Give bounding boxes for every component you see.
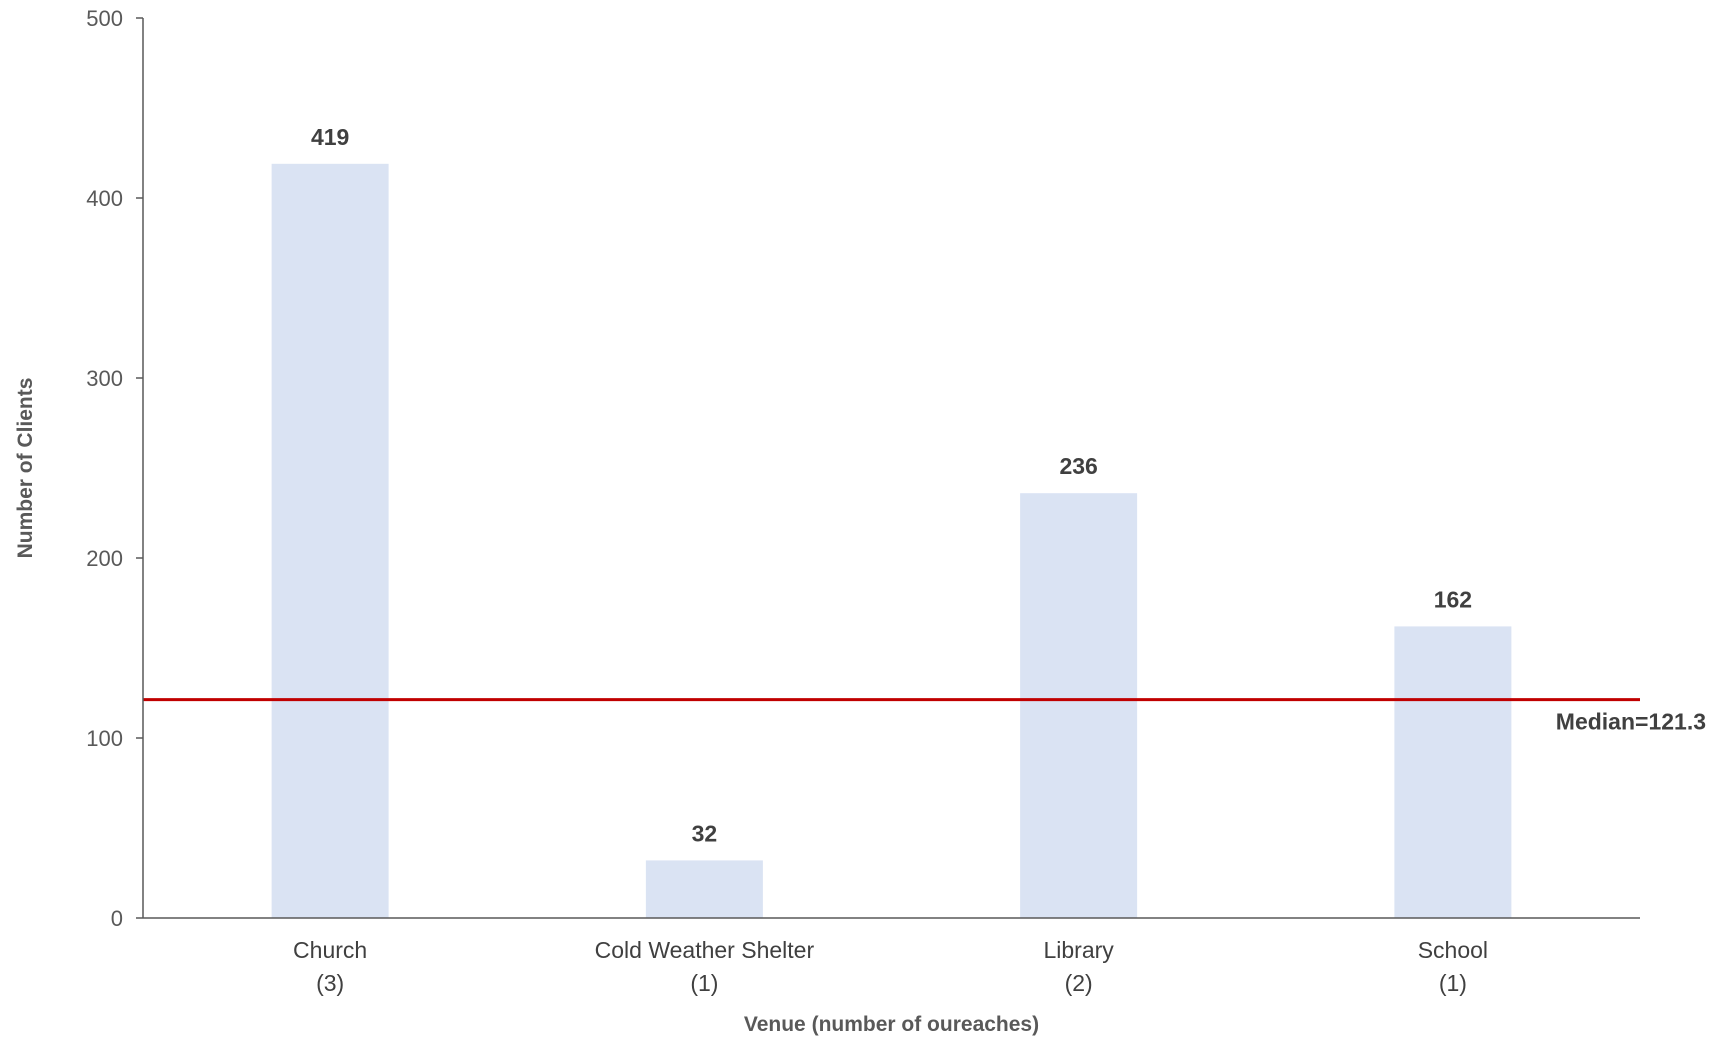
category-label: Cold Weather Shelter — [595, 937, 815, 963]
median-label: Median=121.3 — [1556, 709, 1706, 735]
bar-school — [1394, 626, 1512, 918]
y-tick-label: 100 — [86, 726, 123, 751]
data-label: 419 — [311, 124, 349, 150]
data-label: 32 — [692, 820, 718, 846]
data-label: 162 — [1434, 586, 1472, 612]
bar-church — [271, 163, 389, 919]
y-tick-label: 0 — [111, 906, 123, 931]
category-label: Church — [293, 937, 367, 963]
category-label: Library — [1043, 937, 1114, 963]
y-tick-label: 400 — [86, 186, 123, 211]
category-count-label: (1) — [690, 970, 718, 996]
y-tick-label: 300 — [86, 366, 123, 391]
bar-cold-weather-shelter — [645, 860, 763, 918]
category-labels: Church (3) Cold Weather Shelter (1) Library (… — [293, 937, 1488, 996]
data-labels: 419 32 236 162 — [311, 124, 1472, 847]
y-axis-title: Number of Clients — [14, 378, 37, 559]
category-label: School — [1418, 937, 1488, 963]
category-count-label: (2) — [1065, 970, 1093, 996]
data-label: 236 — [1059, 453, 1097, 479]
bars-layer — [271, 163, 1512, 919]
axes-layer — [142, 18, 1640, 919]
category-count-label: (3) — [316, 970, 344, 996]
x-axis-title: Venue (number of oureaches) — [744, 1013, 1039, 1036]
category-count-label: (1) — [1439, 970, 1467, 996]
median-layer: Median=121.3 — [143, 698, 1706, 735]
y-tick-label: 500 — [86, 6, 123, 31]
bar-library — [1020, 493, 1138, 918]
y-ticks: 0 100 200 300 400 500 — [86, 6, 143, 931]
y-tick-label: 200 — [86, 546, 123, 571]
